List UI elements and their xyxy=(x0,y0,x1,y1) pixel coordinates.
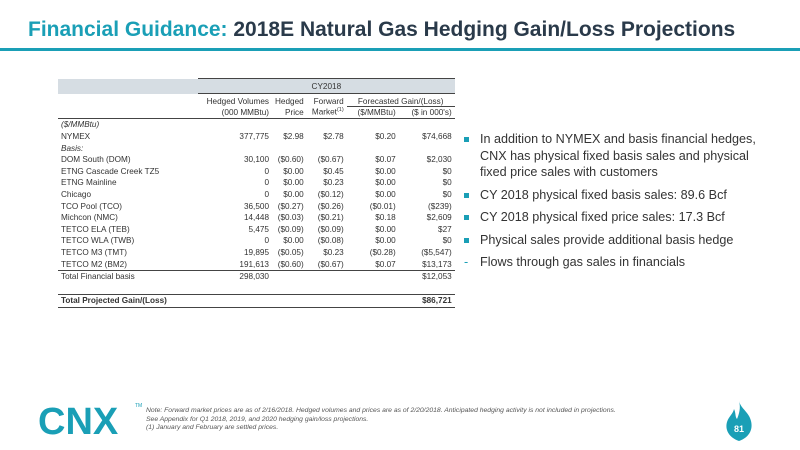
cnx-logo: CNX xyxy=(38,401,119,440)
header-market: Market(1) xyxy=(306,106,347,120)
trademark: TM xyxy=(135,403,143,409)
header-hedged-volumes: Hedged Volumes xyxy=(206,97,269,107)
header-per-mmbtu: ($/MMBtu) xyxy=(346,106,399,120)
table-header-row-1: Hedged Volumes Hedged Forward Forecasted… xyxy=(58,93,455,107)
bullet-square-icon xyxy=(464,137,469,142)
header-forecasted: Forecasted Gain/(Loss) xyxy=(346,93,455,107)
table-row: TETCO ELA (TEB) 5,475 ($0.09) ($0.09) $0.00 $… xyxy=(61,224,452,234)
header-price: Price xyxy=(272,106,307,120)
table-row: TETCO M3 (TMT) 19,895 ($0.05) $0.23 ($0.28)(… xyxy=(61,248,452,258)
table-row: Michcon (NMC) 14,448 ($0.03) ($0.21) $0.18 $2… xyxy=(61,213,452,223)
table-row: ETNG Cascade Creek TZ5 0 $0.00 $0.45 $0.00 $0 xyxy=(61,166,452,176)
title-divider xyxy=(0,48,800,51)
bullet-item: Physical sales provide additional basis … xyxy=(462,232,762,249)
table-row: TETCO M2 (BM2) 191,613 ($0.60) ($0.67) $0.07… xyxy=(58,258,455,271)
page-number: 81 xyxy=(733,424,744,434)
table-row-nymex: NYMEX 377,775 $2.98 $2.78 $0.20 $74,668 xyxy=(61,132,452,142)
header-forward: Forward xyxy=(313,97,344,107)
bullet-square-icon xyxy=(464,192,469,198)
page-title: Financial Guidance: 2018E Natural Gas He… xyxy=(28,18,735,42)
header-hedged: Hedged xyxy=(275,97,304,107)
period-header: CY2018 xyxy=(198,78,455,94)
title-rest: 2018E Natural Gas Hedging Gain/Loss Proj… xyxy=(227,18,736,41)
bullet-item: CY 2018 physical fixed basis sales: 89.6… xyxy=(462,187,762,204)
basis-label-row: Basis: xyxy=(58,142,455,154)
table-row: DOM South (DOM) 30,100 ($0.60) ($0.67) $0.07… xyxy=(61,155,452,165)
market-footnote: (1) xyxy=(336,107,344,114)
table-row: TETCO WLA (TWB) 0 $0.00 ($0.08) $0.00 $0 xyxy=(61,236,452,246)
logo-text: CNX xyxy=(38,401,119,440)
total-financial-basis-row: Total Financial basis 298,030 $12,053 xyxy=(61,272,452,282)
flame-icon xyxy=(726,401,752,441)
header-volume-unit: (000 MMBtu) xyxy=(198,106,272,120)
unit-label: ($/MMBtu) xyxy=(61,120,100,130)
total-projected-row: Total Projected Gain/(Loss) $86,721 xyxy=(58,294,455,308)
bullet-square-icon xyxy=(464,237,469,243)
unit-row: ($/MMBtu) xyxy=(58,119,455,131)
dash-marker: - xyxy=(464,255,469,269)
hedging-table: CY2018 Hedged Volumes Hedged Forward For… xyxy=(58,78,455,308)
table-header-row-2: (000 MMBtu) Price Market(1) ($/MMBtu) ($… xyxy=(58,106,455,120)
footnote-line: (1) January and February are settled pri… xyxy=(146,424,279,432)
table-row: TCO Pool (TCO) 36,500 ($0.27) ($0.26) ($0.01… xyxy=(61,201,452,211)
footnote-line: Note: Forward market prices are as of 2/… xyxy=(146,407,616,414)
footnote-line: See Appendix for Q1 2018, 2019, and 2020… xyxy=(146,415,369,423)
bullet-item: In addition to NYMEX and basis financial… xyxy=(462,131,762,181)
table-row: ETNG Mainline 0 $0.00 $0.23 $0.00 $0 xyxy=(61,178,452,188)
header-thousands: ($ in 000's) xyxy=(398,106,455,120)
title-highlight: Financial Guidance: xyxy=(28,18,228,41)
bullet-square-icon xyxy=(464,215,469,220)
bullet-list: In addition to NYMEX and basis financial… xyxy=(462,131,762,277)
basis-label: Basis: xyxy=(61,143,84,153)
bullet-item: CY 2018 physical fixed price sales: 17.3… xyxy=(462,209,762,226)
sub-bullet-item: - Flows through gas sales in financials xyxy=(464,255,686,269)
table-row: Chicago 0 $0.00 ($0.12) $0.00 $0 xyxy=(61,190,452,200)
table-period-row: CY2018 xyxy=(58,78,455,94)
footnotes: Note: Forward market prices are as of 2/… xyxy=(146,407,706,433)
